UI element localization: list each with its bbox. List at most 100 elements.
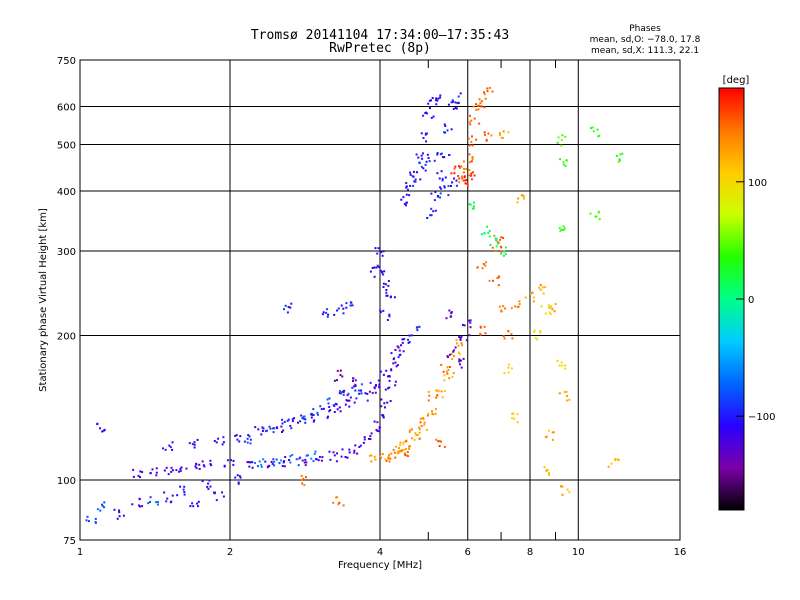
data-point (314, 450, 317, 453)
data-point (247, 434, 250, 436)
data-point (458, 181, 461, 184)
data-point (462, 160, 465, 163)
data-point (381, 453, 384, 456)
data-point (122, 514, 125, 517)
data-point (539, 288, 542, 291)
data-point (440, 170, 443, 173)
data-point (392, 362, 395, 365)
data-point (453, 177, 455, 180)
data-point (490, 134, 493, 137)
data-point (607, 465, 610, 468)
data-point (203, 465, 206, 468)
data-point (353, 451, 356, 454)
data-point (422, 114, 425, 117)
data-point (565, 159, 568, 162)
data-point (349, 301, 352, 304)
data-point (374, 458, 377, 461)
data-point (389, 296, 392, 299)
data-point (448, 309, 451, 312)
data-point (139, 470, 142, 473)
data-point (164, 448, 167, 451)
data-point (442, 370, 445, 373)
data-point (346, 456, 349, 459)
data-point (256, 465, 259, 468)
data-point (380, 251, 383, 254)
data-point (534, 337, 537, 340)
data-point (335, 460, 338, 463)
data-point (281, 431, 283, 433)
plot-frame (79, 59, 681, 541)
data-point (375, 266, 378, 269)
data-point (298, 457, 301, 460)
data-point (305, 454, 308, 457)
data-point (488, 230, 491, 232)
data-point (500, 136, 503, 139)
data-point (410, 334, 413, 337)
data-point (448, 154, 450, 156)
data-point (557, 136, 560, 139)
data-point (401, 341, 404, 344)
data-point (422, 167, 425, 170)
data-point (322, 407, 325, 410)
data-point (405, 193, 408, 196)
data-point (269, 427, 272, 430)
data-point (425, 160, 428, 163)
data-point (247, 461, 250, 464)
data-point (388, 460, 391, 463)
data-point (449, 315, 452, 318)
data-point (548, 472, 550, 475)
data-point (564, 367, 567, 370)
data-point (512, 412, 515, 415)
data-point (492, 279, 494, 282)
data-point (446, 129, 449, 132)
data-point (268, 425, 271, 428)
data-point (548, 305, 551, 308)
data-point (518, 300, 521, 303)
data-point (496, 242, 499, 245)
data-point (312, 414, 315, 416)
grid (80, 60, 680, 540)
data-point (343, 389, 346, 392)
data-point (180, 466, 183, 469)
data-point (360, 383, 363, 386)
data-point (304, 418, 307, 421)
data-point (198, 463, 201, 466)
data-point (149, 472, 152, 475)
data-point (408, 431, 411, 434)
data-point (458, 177, 461, 180)
data-point (498, 134, 501, 137)
data-point (237, 482, 240, 485)
data-point (246, 441, 249, 444)
data-point (591, 126, 594, 129)
data-point (408, 334, 411, 337)
data-point (430, 192, 433, 195)
data-point (426, 217, 429, 219)
data-point (551, 431, 554, 434)
data-point (590, 127, 592, 130)
data-point (439, 186, 441, 189)
data-point (366, 392, 369, 395)
data-point (230, 459, 232, 462)
data-point (458, 336, 461, 338)
data-point (511, 337, 514, 340)
data-point (422, 137, 425, 139)
data-point (544, 312, 547, 315)
data-point (418, 426, 420, 429)
data-point (502, 236, 505, 239)
data-point (175, 469, 178, 472)
data-point (333, 379, 336, 382)
data-point (302, 417, 305, 420)
data-point (234, 476, 237, 479)
x-tick-label: 4 (377, 547, 383, 558)
data-point (425, 111, 428, 114)
data-point (468, 319, 471, 322)
data-point (459, 166, 461, 169)
data-point (210, 464, 213, 467)
y-tick-label: 75 (63, 536, 76, 547)
data-point (502, 254, 505, 257)
data-point (382, 250, 385, 253)
data-point (281, 422, 284, 425)
data-point (414, 432, 417, 435)
data-point (437, 440, 440, 443)
